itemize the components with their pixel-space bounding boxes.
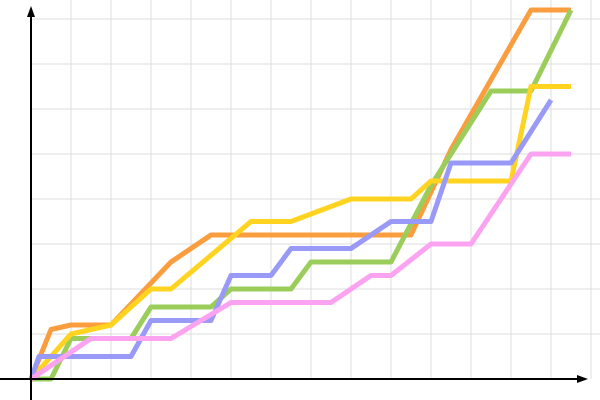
x-axis-arrow-icon [577, 375, 588, 383]
vertical-gridlines [70, 0, 592, 379]
series-line-pink [29, 151, 571, 382]
axes-group [0, 6, 588, 400]
y-axis-arrow-icon [27, 6, 35, 17]
series-line-green [31, 8, 574, 382]
series-group [28, 7, 574, 382]
horizontal-gridlines [31, 18, 600, 335]
series-line-purple [28, 98, 554, 380]
series-line-orange [28, 7, 571, 380]
